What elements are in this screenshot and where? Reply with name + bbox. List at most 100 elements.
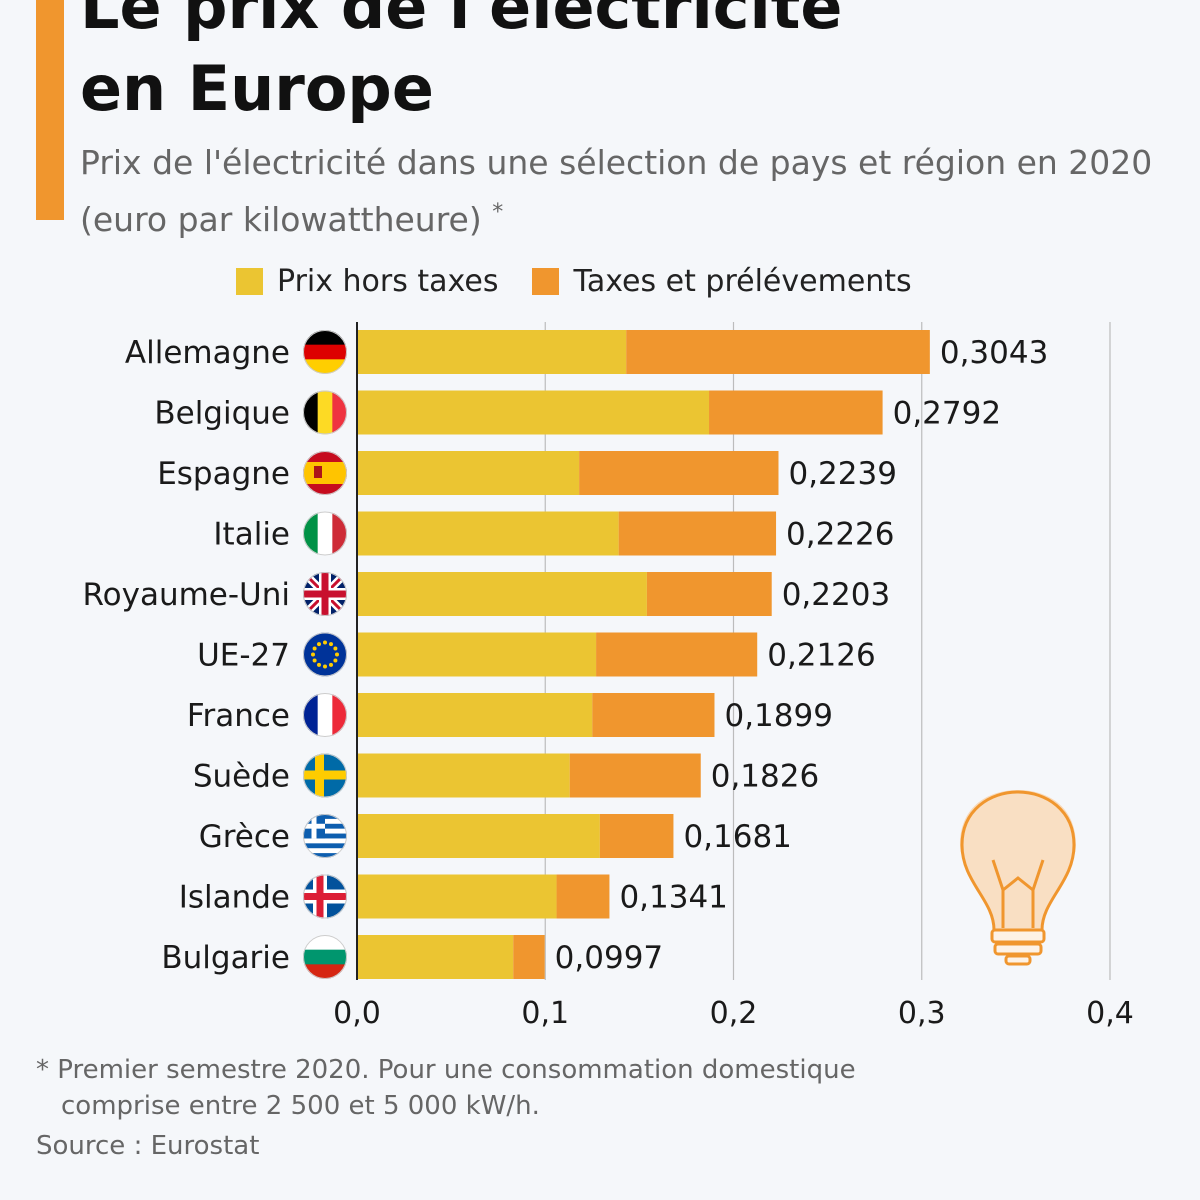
legend-swatch-taxes bbox=[532, 267, 560, 295]
bar-prix-hors-taxes bbox=[357, 390, 710, 435]
category-label: Grèce bbox=[199, 819, 290, 855]
title-line-2: en Europe bbox=[80, 52, 434, 125]
total-value-label: 0,2239 bbox=[788, 456, 896, 492]
total-value-label: 0,1341 bbox=[619, 880, 727, 916]
flag-stripe bbox=[303, 462, 347, 484]
total-value-label: 0,2226 bbox=[786, 517, 894, 553]
footnote-line-2: comprise entre 2 500 et 5 000 kW/h. bbox=[61, 1091, 540, 1121]
flag-stripe bbox=[317, 511, 333, 556]
x-tick-label: 0,0 bbox=[333, 996, 381, 1031]
bar-prix-hors-taxes bbox=[357, 693, 593, 737]
flag-stripe bbox=[303, 838, 347, 844]
bar-prix-hors-taxes bbox=[357, 330, 627, 374]
category-label: Royaume-Uni bbox=[82, 577, 290, 613]
flag-uk-icon bbox=[303, 572, 347, 616]
flag-field bbox=[303, 632, 347, 677]
category-label: Islande bbox=[179, 880, 290, 916]
bar-taxes bbox=[709, 390, 883, 435]
flag-stripe bbox=[317, 390, 333, 435]
lightbulb-base bbox=[993, 942, 1043, 956]
category-label: Bulgarie bbox=[161, 940, 290, 976]
legend-swatch-prix-hors-taxes bbox=[236, 267, 263, 295]
total-value-label: 0,1899 bbox=[724, 698, 832, 734]
flag-stripe bbox=[303, 843, 347, 849]
flag-star bbox=[333, 658, 338, 663]
flag-outline bbox=[303, 572, 347, 616]
chart-subtitle: Prix de l'électricité dans une sélection… bbox=[80, 138, 1170, 245]
lightbulb-tip bbox=[1004, 954, 1032, 966]
flag-star bbox=[317, 642, 321, 647]
flag-star bbox=[329, 662, 333, 667]
flag-cross bbox=[303, 770, 347, 780]
lightbulb-glass bbox=[960, 790, 1076, 932]
flag-outline bbox=[303, 511, 347, 556]
legend-label-taxes: Taxes et prélévements bbox=[573, 263, 912, 299]
x-tick-label: 0,3 bbox=[898, 996, 946, 1031]
category-label: Belgique bbox=[154, 396, 290, 432]
flag-stripe bbox=[303, 344, 347, 360]
flag-outline bbox=[303, 814, 347, 858]
flag-star bbox=[323, 664, 327, 669]
flag-iceland-icon bbox=[303, 874, 347, 919]
flag-star bbox=[333, 646, 338, 651]
bar-taxes bbox=[626, 330, 930, 374]
lightbulb-filament bbox=[991, 859, 1045, 928]
flag-outline bbox=[303, 753, 347, 798]
flag-eu-icon bbox=[303, 632, 347, 677]
flag-outline bbox=[303, 693, 347, 737]
flag-outline bbox=[303, 632, 347, 677]
flag-stripe bbox=[303, 853, 347, 858]
flag-cross bbox=[303, 893, 347, 900]
flag-stripe bbox=[303, 949, 347, 965]
category-label: Italie bbox=[213, 517, 290, 553]
accent-bar bbox=[36, 0, 64, 220]
bar-taxes bbox=[579, 451, 779, 495]
flag-star bbox=[312, 658, 317, 663]
flag-outline bbox=[303, 390, 347, 435]
x-tick-label: 0,4 bbox=[1086, 996, 1134, 1031]
total-value-label: 0,2792 bbox=[893, 396, 1001, 432]
total-value-label: 0,2203 bbox=[782, 577, 890, 613]
bar-taxes bbox=[556, 874, 610, 919]
source-credit: Source : Eurostat bbox=[36, 1131, 260, 1161]
total-value-label: 0,1681 bbox=[683, 819, 791, 855]
flag-sweden-icon bbox=[303, 753, 347, 798]
flag-star bbox=[312, 646, 317, 651]
flag-spain-icon bbox=[303, 451, 347, 495]
flag-cross bbox=[311, 814, 317, 839]
lightbulb-base bbox=[990, 928, 1046, 944]
category-label: UE-27 bbox=[197, 638, 290, 674]
flag-cross bbox=[316, 874, 324, 919]
category-label: Suède bbox=[193, 759, 290, 795]
bar-taxes bbox=[513, 935, 545, 979]
flag-outline bbox=[303, 451, 347, 495]
legend-item-taxes: Taxes et prélévements bbox=[532, 263, 912, 299]
flag-emblem bbox=[314, 466, 322, 478]
legend-item-prix-hors-taxes: Prix hors taxes bbox=[236, 264, 498, 299]
bar-prix-hors-taxes bbox=[357, 874, 557, 919]
bar-prix-hors-taxes bbox=[357, 814, 600, 858]
flag-stripe bbox=[317, 693, 333, 737]
footnote: * Premier semestre 2020. Pour une consom… bbox=[36, 1052, 1036, 1124]
bar-prix-hors-taxes bbox=[357, 572, 647, 616]
bar-taxes bbox=[596, 632, 758, 677]
bar-taxes bbox=[592, 693, 715, 737]
total-value-label: 0,3043 bbox=[940, 335, 1048, 371]
category-label: Allemagne bbox=[125, 335, 290, 371]
total-value-label: 0,0997 bbox=[555, 940, 663, 976]
flag-star bbox=[329, 642, 333, 647]
flag-star bbox=[311, 652, 315, 657]
bar-taxes bbox=[646, 572, 772, 616]
x-tick-label: 0,1 bbox=[521, 996, 569, 1031]
subtitle-footnote-mark: * bbox=[492, 200, 504, 225]
bar-prix-hors-taxes bbox=[357, 935, 514, 979]
bar-prix-hors-taxes bbox=[357, 511, 619, 556]
subtitle-text: Prix de l'électricité dans une sélection… bbox=[80, 143, 1153, 239]
total-value-label: 0,1826 bbox=[711, 759, 819, 795]
legend-label-prix-hors-taxes: Prix hors taxes bbox=[277, 263, 499, 299]
flag-star bbox=[323, 640, 327, 645]
bar-prix-hors-taxes bbox=[357, 632, 597, 677]
flag-cross bbox=[315, 753, 324, 798]
flag-star bbox=[335, 652, 339, 657]
